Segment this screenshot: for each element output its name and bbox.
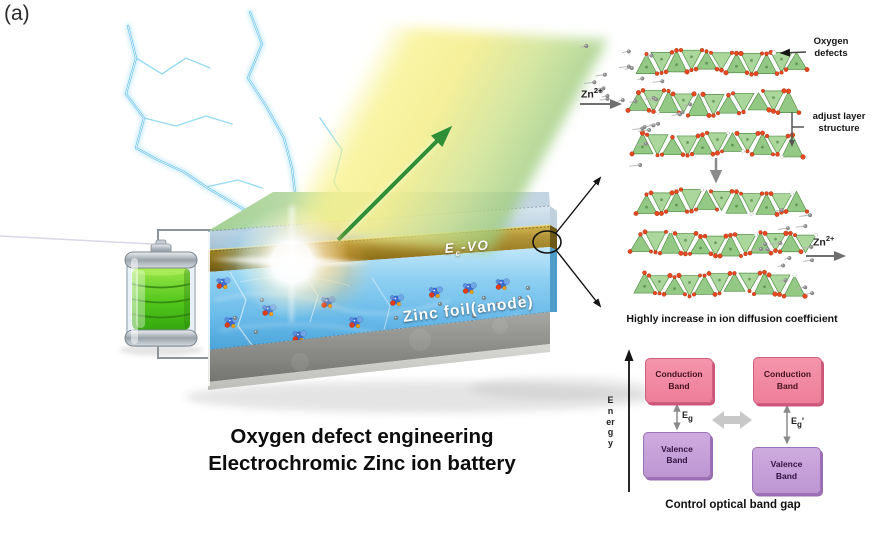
zn-in-base: Zn bbox=[581, 88, 594, 101]
cb-right-line2: Band bbox=[776, 380, 799, 391]
adjust-layer-label: adjust layer structure bbox=[799, 111, 879, 135]
electrochromic-layer-label: Ec-VO bbox=[444, 237, 490, 258]
callout-circle bbox=[532, 230, 562, 254]
valence-band-box-left: Valence Band bbox=[643, 432, 711, 478]
zn-ions-in bbox=[580, 44, 693, 167]
device-shadow bbox=[185, 376, 655, 413]
oxygen-defects-line2: defects bbox=[814, 48, 848, 59]
zn-ions-out bbox=[751, 208, 815, 296]
band-diagram-graphics bbox=[624, 349, 791, 492]
vb-right-line1: Valence bbox=[770, 459, 803, 470]
figure-label: (a) bbox=[4, 2, 30, 25]
bandgap-label-right: Eg' bbox=[791, 416, 804, 429]
conduction-band-box-left: Conduction Band bbox=[645, 358, 713, 403]
vb-left-line2: Band bbox=[666, 455, 688, 465]
flash-glow bbox=[210, 204, 373, 322]
crystal-layers bbox=[625, 48, 818, 299]
zinc-foil-layer bbox=[208, 312, 550, 382]
cb-left-line2: Band bbox=[668, 380, 690, 391]
ecvo-base: E bbox=[444, 240, 456, 256]
valence-band-box-right: Valence Band bbox=[752, 447, 821, 494]
oxygen-defect-spot bbox=[771, 50, 777, 56]
callout-magnifier bbox=[532, 176, 602, 308]
oxygen-defects-line1: Oxygen bbox=[813, 36, 849, 47]
caption-line2: Electrochromic Zinc ion battery bbox=[208, 452, 516, 475]
diffusion-caption: Highly increase in ion diffusion coeffic… bbox=[626, 313, 838, 325]
conduction-band-box-right: Conduction Band bbox=[753, 357, 822, 404]
adjust-layer-bracket bbox=[789, 112, 804, 147]
zn-out-base: Zn bbox=[813, 236, 826, 249]
adjust-layer-line2: structure bbox=[818, 123, 860, 134]
gapR-sub: g bbox=[797, 419, 802, 429]
zn-out-sup: 2+ bbox=[825, 234, 835, 243]
gapL-base: E bbox=[682, 410, 689, 420]
vb-right-line2: Band bbox=[775, 470, 798, 481]
band-diagram-caption: Control optical band gap bbox=[665, 499, 801, 511]
cb-right-line1: Conduction bbox=[763, 369, 812, 380]
gapL-sub: g bbox=[688, 413, 693, 423]
gapR-base: E bbox=[791, 416, 798, 426]
gapR-suffix: ' bbox=[801, 416, 805, 426]
caption-line1: Oxygen defect engineering bbox=[230, 425, 494, 448]
zn-out-label: Zn2+ bbox=[813, 234, 834, 249]
battery-icon bbox=[119, 239, 203, 356]
beam-arrow-icon bbox=[336, 125, 453, 242]
bandgap-label-left: Eg bbox=[682, 410, 693, 423]
oxygen-defects-label: Oxygen defects bbox=[797, 36, 865, 60]
cb-left-line1: Conduction bbox=[655, 369, 703, 380]
energy-axis-label: Energy bbox=[606, 395, 615, 449]
vb-left-line1: Valence bbox=[661, 443, 693, 454]
compare-arrow-icon bbox=[712, 411, 752, 429]
zn-in-label: Zn2+ bbox=[581, 86, 602, 101]
ecvo-rest: -VO bbox=[460, 237, 491, 255]
figure-caption: Oxygen defect engineering Electrochromic… bbox=[137, 423, 587, 477]
zn-in-sup: 2+ bbox=[593, 86, 603, 95]
oxygen-defects-arrow-icon bbox=[779, 48, 807, 57]
adjust-layer-line1: adjust layer bbox=[812, 111, 866, 122]
